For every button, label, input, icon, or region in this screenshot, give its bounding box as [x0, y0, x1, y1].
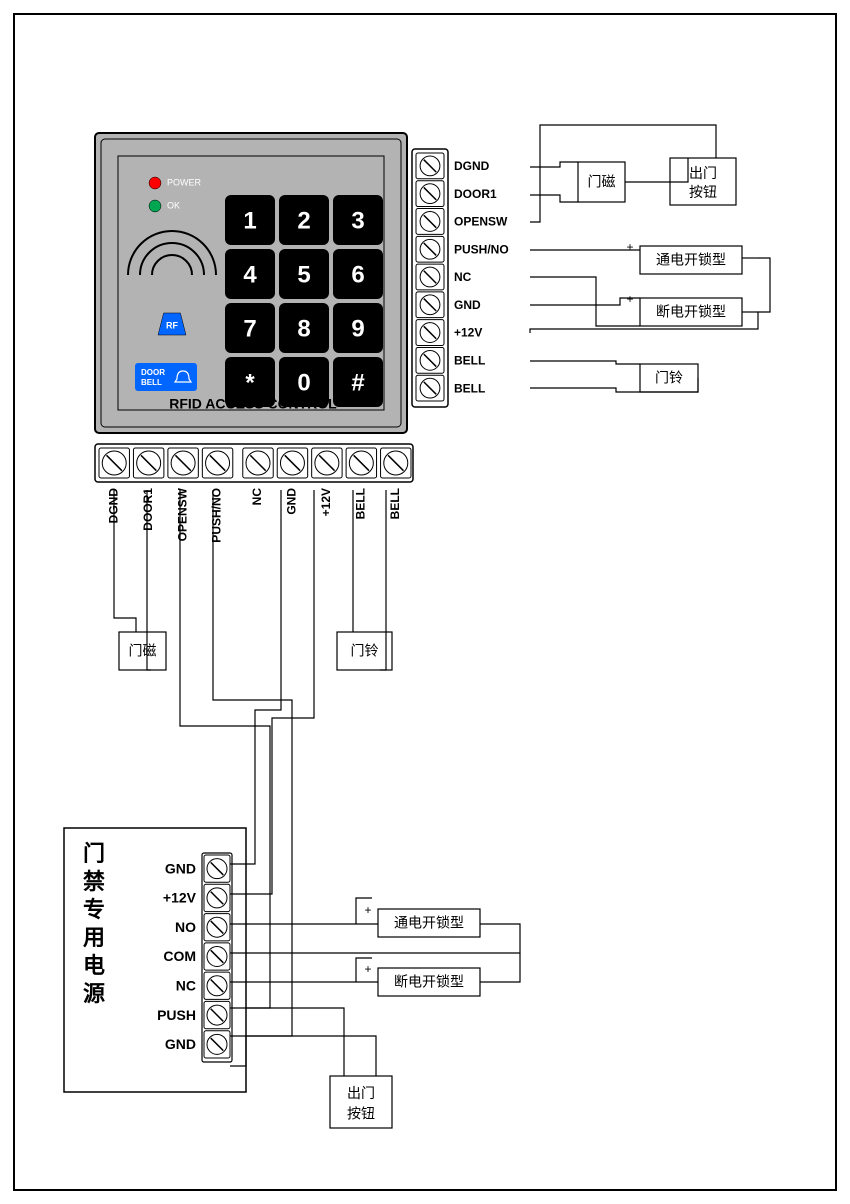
psu-term-label-5: PUSH	[157, 1007, 196, 1023]
side-term-label-4: NC	[454, 270, 472, 284]
svg-text:8: 8	[297, 315, 310, 342]
bottom-doorbell: 门铃	[337, 632, 392, 670]
svg-text:6: 6	[351, 261, 364, 288]
bottom-term-label-6: +12V	[319, 488, 333, 516]
svg-text:1: 1	[243, 207, 256, 234]
svg-text:9: 9	[351, 315, 364, 342]
svg-text:禁: 禁	[83, 869, 105, 894]
bottom-term-label-3: PUSH/NO	[210, 488, 224, 543]
psu-term-label-0: GND	[165, 860, 196, 876]
svg-text:BELL: BELL	[141, 378, 162, 387]
svg-text:门磁: 门磁	[588, 174, 616, 190]
side-term-label-1: DOOR1	[454, 187, 497, 201]
svg-text:+: +	[626, 292, 633, 306]
side-term-label-5: GND	[454, 298, 481, 312]
power-led	[149, 177, 161, 189]
svg-text:门磁: 门磁	[129, 643, 157, 659]
psu-term-label-1: +12V	[163, 890, 197, 906]
svg-text:通电开锁型: 通电开锁型	[656, 252, 726, 268]
ok-led	[149, 200, 161, 212]
svg-text:*: *	[245, 369, 255, 396]
svg-text:出门: 出门	[347, 1085, 375, 1101]
svg-text:+: +	[364, 962, 371, 976]
side-term-label-7: BELL	[454, 354, 485, 368]
rfid-device: POWER OK RF 1 2 3 4 5 6 7 8 9 * 0 # DOORBELL RFID ACCESS…	[95, 133, 407, 433]
side-term-label-3: PUSH/NO	[454, 242, 509, 256]
svg-text:DOOR: DOOR	[141, 368, 165, 377]
side-doorbell: 门铃	[640, 364, 698, 392]
svg-text:POWER: POWER	[167, 177, 202, 187]
side-door-sensor: 门磁	[578, 162, 625, 202]
svg-text:断电开锁型: 断电开锁型	[394, 974, 464, 990]
psu-term-label-2: NO	[175, 919, 196, 935]
device-title: RFID ACCESS CONTROL	[169, 396, 337, 412]
svg-text:门: 门	[83, 841, 105, 866]
svg-text:RF: RF	[166, 321, 178, 331]
side-term-label-0: DGND	[454, 159, 490, 173]
svg-text:用: 用	[83, 925, 105, 950]
side-term-label-2: OPENSW	[454, 215, 508, 229]
bottom-term-label-1: DOOR1	[141, 488, 155, 531]
svg-text:2: 2	[297, 207, 310, 234]
svg-text:专: 专	[83, 897, 105, 922]
svg-text:源: 源	[83, 981, 105, 1006]
svg-text:门铃: 门铃	[655, 370, 683, 386]
svg-text:4: 4	[243, 261, 257, 288]
svg-text:出门: 出门	[689, 165, 717, 181]
bottom-term-label-0: DGND	[106, 488, 120, 524]
svg-text:按钮: 按钮	[689, 184, 717, 200]
svg-text:断电开锁型: 断电开锁型	[656, 304, 726, 320]
svg-text:3: 3	[351, 207, 364, 234]
psu-term-label-3: COM	[163, 948, 196, 964]
svg-text:#: #	[351, 369, 364, 396]
svg-text:门铃: 门铃	[351, 643, 379, 659]
svg-text:OK: OK	[167, 200, 180, 210]
svg-text:+: +	[626, 240, 633, 254]
side-term-label-6: +12V	[454, 326, 482, 340]
bottom-term-label-7: BELL	[354, 488, 368, 519]
bottom-term-label-5: GND	[285, 488, 299, 515]
svg-text:5: 5	[297, 261, 310, 288]
psu-term-label-4: NC	[176, 977, 196, 993]
bottom-door-sensor: 门磁	[119, 632, 166, 670]
psu-exit-button: 出门按钮	[330, 1076, 392, 1128]
bottom-term-label-2: OPENSW	[175, 487, 189, 541]
svg-text:按钮: 按钮	[347, 1106, 375, 1122]
psu: 门禁专用电源 GND +12V NO COM NC PUSH GND	[64, 828, 246, 1092]
svg-text:0: 0	[297, 369, 310, 396]
side-term-label-8: BELL	[454, 381, 485, 395]
psu-term-label-6: GND	[165, 1036, 196, 1052]
svg-text:电: 电	[83, 953, 105, 978]
bottom-term-label-4: NC	[250, 488, 264, 506]
svg-text:+: +	[364, 903, 371, 917]
bottom-term-label-8: BELL	[388, 488, 402, 519]
svg-text:通电开锁型: 通电开锁型	[394, 915, 464, 931]
svg-text:7: 7	[243, 315, 256, 342]
